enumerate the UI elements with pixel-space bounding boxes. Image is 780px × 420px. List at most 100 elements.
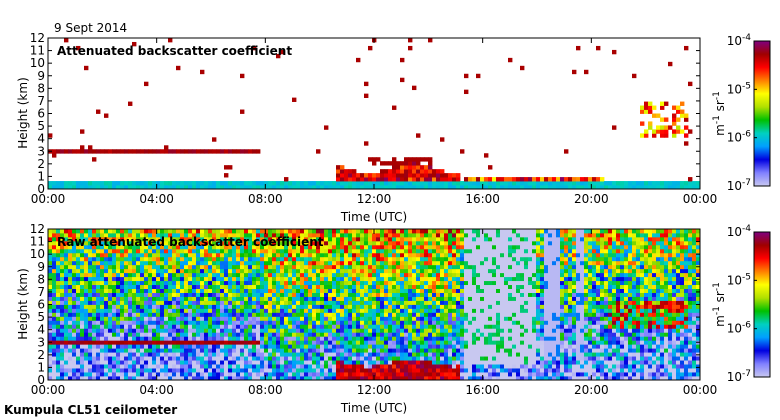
heatmap-cell — [396, 288, 401, 293]
heatmap-cell — [276, 324, 281, 329]
heatmap-cell — [404, 300, 409, 305]
heatmap-cell — [436, 288, 441, 293]
heatmap-cell — [416, 292, 421, 297]
heatmap-cell — [436, 324, 441, 329]
heatmap-cell — [460, 348, 465, 353]
heatmap-cell — [468, 272, 473, 278]
heatmap-cell — [444, 304, 449, 309]
heatmap-cell — [92, 316, 97, 321]
heatmap-cell — [380, 173, 385, 178]
heatmap-cell — [288, 272, 293, 278]
heatmap-cell — [48, 280, 53, 286]
heatmap-cell — [160, 344, 165, 349]
heatmap-cell — [468, 332, 473, 337]
heatmap-cell — [148, 328, 153, 333]
heatmap-cell — [220, 185, 225, 190]
heatmap-cell — [100, 320, 105, 325]
heatmap-cell — [140, 352, 145, 357]
heatmap-cell — [372, 348, 377, 353]
heatmap-cell — [436, 229, 441, 234]
heatmap-cell — [368, 356, 373, 361]
heatmap-cell — [236, 149, 241, 154]
heatmap-cell — [140, 272, 145, 278]
heatmap-cell — [128, 348, 133, 353]
heatmap-cell — [168, 240, 173, 246]
heatmap-cell — [180, 236, 185, 242]
heatmap-cell — [396, 344, 401, 349]
heatmap-cell — [84, 260, 89, 266]
heatmap-cell — [364, 316, 369, 321]
heatmap-cell — [188, 340, 193, 345]
heatmap-cell — [484, 376, 489, 381]
heatmap-cell — [160, 368, 165, 373]
heatmap-cell — [340, 165, 345, 170]
heatmap-cell — [308, 264, 313, 270]
heatmap-cell — [432, 244, 437, 250]
heatmap-cell — [300, 324, 305, 329]
heatmap-cell — [280, 324, 285, 329]
heatmap-cell — [108, 344, 113, 349]
heatmap-cell — [260, 300, 265, 305]
heatmap-cell — [276, 328, 281, 333]
heatmap-cell — [468, 328, 473, 333]
heatmap-cell — [132, 376, 137, 381]
heatmap-cell — [376, 312, 381, 317]
heatmap-cell — [380, 296, 385, 301]
heatmap-cell — [464, 312, 469, 317]
heatmap-cell — [340, 308, 345, 313]
heatmap-cell — [368, 376, 373, 381]
heatmap-cell — [456, 344, 461, 349]
heatmap-cell — [136, 372, 141, 377]
heatmap-cell — [364, 236, 369, 242]
x-tick-label: 00:00 — [683, 192, 718, 206]
heatmap-cell — [124, 340, 129, 345]
heatmap-cell — [300, 268, 305, 274]
y-tick-label: 3 — [37, 144, 45, 158]
heatmap-cell — [64, 248, 69, 254]
heatmap-cell — [192, 288, 197, 293]
heatmap-cell — [216, 324, 221, 329]
heatmap-cell — [236, 284, 241, 289]
heatmap-cell — [344, 229, 349, 234]
heatmap-cell — [372, 304, 377, 309]
heatmap-cell — [124, 252, 129, 258]
heatmap-cell — [372, 352, 377, 357]
heatmap-cell — [408, 268, 413, 274]
heatmap-cell — [292, 296, 297, 301]
heatmap-cell — [364, 93, 369, 98]
heatmap-cell — [128, 304, 133, 309]
heatmap-cell — [220, 252, 225, 258]
heatmap-cell — [276, 360, 281, 365]
heatmap-cell — [556, 181, 561, 186]
heatmap-cell — [424, 352, 429, 357]
heatmap-cell — [268, 356, 273, 361]
heatmap-cell — [320, 181, 325, 186]
heatmap-cell — [432, 177, 437, 182]
heatmap-cell — [252, 296, 257, 301]
heatmap-cell — [120, 288, 125, 293]
heatmap-cell — [592, 185, 597, 190]
heatmap-cell — [392, 264, 397, 270]
heatmap-cell — [340, 272, 345, 278]
heatmap-cell — [164, 368, 169, 373]
heatmap-cell — [632, 73, 637, 79]
heatmap-cell — [392, 292, 397, 297]
heatmap-cell — [416, 181, 421, 186]
heatmap-cell — [264, 336, 269, 341]
heatmap-cell — [248, 280, 253, 286]
heatmap-cell — [308, 288, 313, 293]
heatmap-cell — [164, 364, 169, 369]
heatmap-cell — [168, 308, 173, 313]
heatmap-cell — [352, 372, 357, 377]
heatmap-cell — [348, 173, 353, 178]
heatmap-cell — [256, 312, 261, 317]
heatmap-cell — [104, 292, 109, 297]
heatmap-cell — [280, 364, 285, 369]
heatmap-cell — [260, 292, 265, 297]
heatmap-cell — [76, 240, 81, 246]
heatmap-cell — [88, 272, 93, 278]
heatmap-cell — [52, 244, 57, 250]
heatmap-cell — [348, 316, 353, 321]
heatmap-cell — [580, 181, 585, 186]
heatmap-cell — [144, 348, 149, 353]
